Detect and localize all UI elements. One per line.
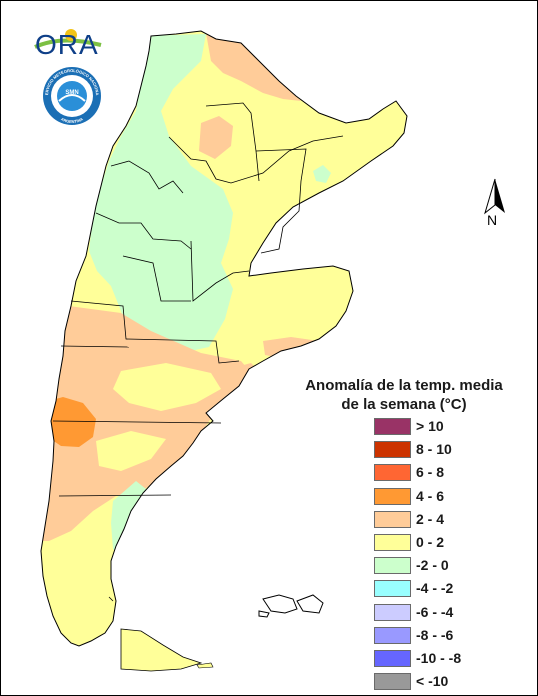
zone-minus2-0-northwest (89, 34, 233, 353)
legend-swatch (374, 603, 411, 621)
legend-label: < -10 (416, 673, 449, 690)
border-santa-cruz (108, 596, 114, 602)
legend-label: 6 - 8 (416, 464, 445, 481)
legend-label: -8 - -6 (416, 626, 454, 643)
legend-swatch (374, 533, 411, 551)
north-arrow-icon (484, 178, 505, 215)
legend-label: -4 - -2 (416, 580, 454, 597)
ora-logo-text: ORA (35, 29, 99, 60)
border-north-central (205, 102, 260, 182)
border-littoral (260, 180, 302, 254)
legend-swatch (374, 487, 411, 505)
north-arrow-label: N (487, 212, 498, 228)
smn-badge-icon: SMN SERVICIO METEOROLÓGICO NACIONAL ARGE… (1, 1, 101, 125)
ora-logo-icon (34, 29, 102, 49)
legend-swatch (374, 557, 411, 575)
legend-swatch (374, 626, 411, 644)
province-borders (52, 102, 344, 602)
legend-title-line2: de la semana (°C) (341, 396, 467, 413)
legend-swatch (374, 580, 411, 598)
legend-swatch (374, 673, 411, 691)
malvinas-islands (258, 594, 324, 618)
legend-label: 2 - 4 (416, 510, 445, 527)
border-patagonia-north (52, 420, 222, 424)
legend-swatch (374, 510, 411, 528)
legend-swatch (374, 441, 411, 459)
border-andean-b (95, 212, 192, 250)
badge-center-text: SMN (65, 90, 78, 96)
zone-0-2-inlet-b (96, 431, 166, 471)
zone-2-4-patagonia (41, 301, 256, 541)
border-northwest (168, 135, 344, 184)
legend-label: -10 - -8 (416, 649, 462, 666)
zone-0-2-inlet-a (113, 363, 221, 411)
legend-title-line1: Anomalía de la temp. media (305, 377, 503, 394)
legend-label: > 10 (416, 418, 444, 434)
border-pampa-south (60, 345, 130, 348)
legend-label: -6 - -4 (416, 603, 454, 620)
border-cuyo (122, 255, 191, 302)
legend-label: 4 - 6 (416, 487, 445, 504)
border-chaco (255, 148, 307, 182)
svg-text:ARGENTINA: ARGENTINA (60, 116, 84, 124)
border-patagonia-south (58, 494, 172, 497)
isla-de-los-estados (196, 662, 214, 669)
legend-label: 0 - 2 (416, 533, 445, 550)
legend-swatch (374, 649, 411, 667)
border-andean-a (110, 160, 184, 194)
badge-bottom-text: ARGENTINA (60, 116, 84, 124)
border-central (190, 240, 250, 302)
legend-swatch (374, 464, 411, 482)
legend-label: 8 - 10 (416, 441, 452, 458)
legend-label: -2 - 0 (416, 557, 449, 574)
tierra-del-fuego (120, 628, 203, 672)
zone-2-4-north (206, 33, 301, 101)
legend-swatch (374, 418, 411, 435)
zone-2-4-central-north (199, 116, 233, 159)
border-pampa-north (70, 300, 240, 364)
zone-minus2-0-east (313, 165, 331, 183)
